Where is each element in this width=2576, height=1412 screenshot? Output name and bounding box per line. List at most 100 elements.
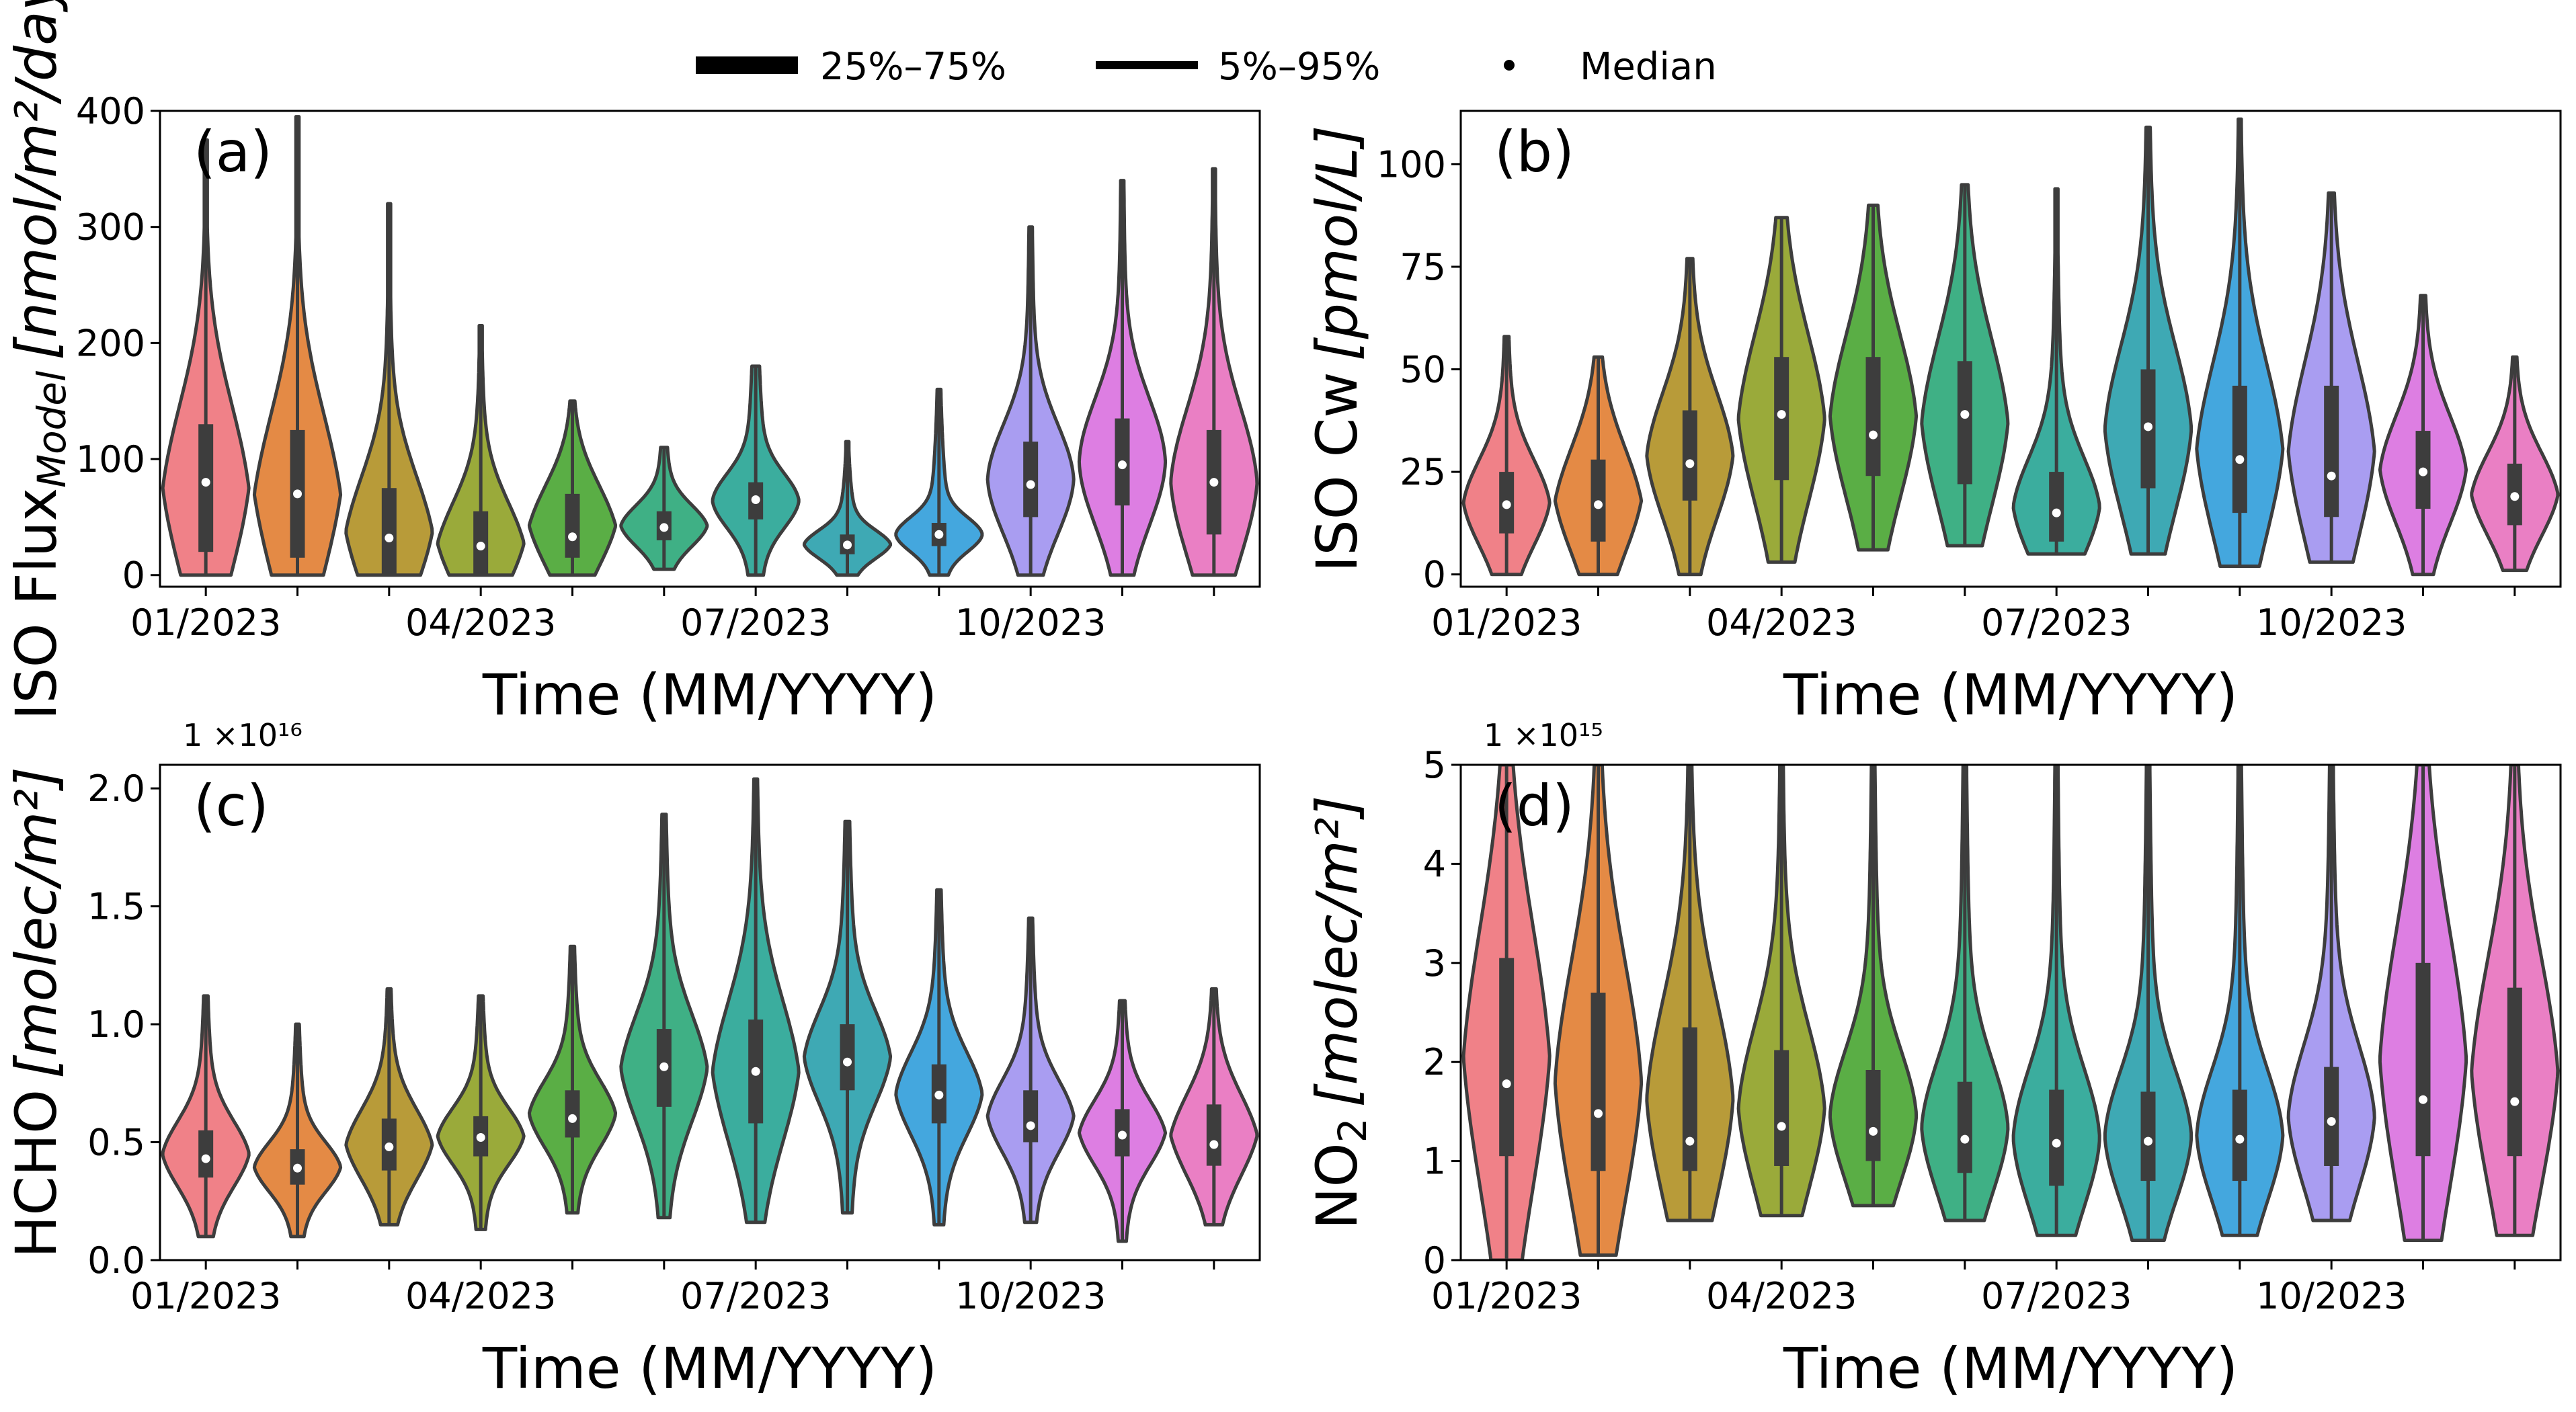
median-dot <box>1777 410 1786 419</box>
y-tick-label: 0 <box>1423 1239 1446 1282</box>
iqr-box <box>1023 442 1039 517</box>
iqr-box <box>1206 1104 1221 1166</box>
violin-group <box>1461 117 2560 577</box>
median-dot <box>476 1133 485 1143</box>
exponent-label: 1 ×10¹⁵ <box>1484 717 1603 753</box>
median-dot <box>2235 455 2245 464</box>
median-dot <box>843 540 852 550</box>
median-dot <box>2052 508 2061 517</box>
violin-group <box>1461 765 2560 1260</box>
median-dot <box>1118 1130 1127 1140</box>
y-title-unit: [molec/m²] <box>1304 796 1370 1108</box>
y-tick-label: 25 <box>1400 451 1446 493</box>
axes-frame <box>159 763 1261 1261</box>
panel-2: 0 25 50 75 100 01/2023 04/2023 07/2023 10/2023 Ti… <box>1304 110 2562 728</box>
y-tick-label: 300 <box>76 206 145 249</box>
y-title-main: NO <box>1304 1143 1370 1229</box>
x-tick-label: 01/2023 <box>1431 601 1582 644</box>
median-dot <box>934 530 944 539</box>
iqr-box <box>2324 385 2339 517</box>
y-tick-label: 0.0 <box>87 1239 145 1282</box>
x-tick-label: 01/2023 <box>130 601 281 644</box>
median-dot <box>2144 1136 2152 1146</box>
violin-group <box>161 115 1259 577</box>
iqr-box <box>198 1130 214 1178</box>
median-dot <box>2235 1134 2245 1144</box>
median-dot <box>1869 1126 1878 1136</box>
x-tick-label: 04/2023 <box>1706 601 1857 644</box>
median-dot <box>568 532 577 542</box>
legend: 25%–75% 5%–95% Median <box>696 45 1717 89</box>
median-dot <box>1209 1140 1219 1149</box>
legend-range-swatch <box>1096 61 1198 69</box>
violin-group <box>161 777 1259 1243</box>
median-dot <box>2144 422 2152 431</box>
iqr-box <box>1591 993 1606 1171</box>
y-tick-label: 400 <box>76 90 145 132</box>
y-title-subscript: 2 <box>1330 1118 1375 1143</box>
iqr-box <box>1865 1069 1881 1161</box>
median-dot <box>659 523 669 532</box>
iqr-box <box>565 1090 580 1138</box>
median-dot <box>568 1114 577 1123</box>
x-tick-label: 10/2023 <box>2256 601 2407 644</box>
y-tick-label: 50 <box>1400 349 1446 391</box>
panel-letter: (c) <box>194 773 269 839</box>
median-dot <box>1594 500 1603 509</box>
x-tick-label: 07/2023 <box>680 601 831 644</box>
y-tick-label: 100 <box>1377 143 1446 185</box>
iqr-box <box>1499 958 1515 1157</box>
x-tick-label: 07/2023 <box>680 1275 831 1317</box>
median-dot <box>1594 1109 1603 1118</box>
x-axis-title: Time (MM/YYYY) <box>1783 1335 2238 1401</box>
y-title-unit: [pmol/L] <box>1304 126 1370 362</box>
median-dot <box>385 1143 394 1152</box>
panel-3: 0.0 0.5 1.0 1.5 2.0 01/2023 04/2023 07/2023 10/2… <box>3 717 1261 1401</box>
median-dot <box>385 533 394 542</box>
axes-frame <box>159 110 1261 588</box>
y-tick-label: 0 <box>122 554 145 597</box>
y-axis-title: ISO Cw [pmol/L] <box>1304 126 1370 573</box>
x-axis-title: Time (MM/YYYY) <box>482 662 937 728</box>
median-dot <box>2419 1095 2427 1104</box>
iqr-box <box>2415 962 2431 1157</box>
median-dot <box>2327 471 2336 481</box>
x-tick-label: 10/2023 <box>955 601 1106 644</box>
y-tick-label: 5 <box>1423 744 1446 786</box>
median-dot <box>659 1062 669 1071</box>
axes-frame <box>1459 763 2562 1261</box>
y-title-unit: [nmol/m²/day <box>3 0 69 360</box>
median-dot <box>751 495 760 504</box>
panel-letter: (b) <box>1494 119 1574 185</box>
x-axis-title: Time (MM/YYYY) <box>1783 662 2238 728</box>
iqr-box <box>840 1024 855 1091</box>
iqr-box <box>2324 1067 2339 1166</box>
iqr-box <box>1957 361 1972 485</box>
y-title-main: HCHO <box>3 1089 69 1258</box>
iqr-box <box>1774 1050 1789 1166</box>
x-tick-label: 07/2023 <box>1981 601 2132 644</box>
median-dot <box>1869 430 1878 440</box>
exponent-label: 1 ×10¹⁶ <box>183 717 303 753</box>
panel-1: 0 100 200 300 400 01/2023 04/2023 07/2023 10/202… <box>3 0 1261 728</box>
iqr-box <box>2140 1091 2156 1181</box>
panel-4: 0 1 2 3 4 5 01/2023 04/2023 07/2023 10/2023 Time (… <box>1304 717 2562 1401</box>
legend-iqr-swatch <box>696 56 798 74</box>
y-title-unit: [molec/m²] <box>3 767 69 1079</box>
x-tick-label: 10/2023 <box>2256 1275 2407 1317</box>
x-tick-label: 10/2023 <box>955 1275 1106 1317</box>
y-title-main: ISO Flux <box>3 488 69 720</box>
y-tick-label: 1.0 <box>87 1003 145 1046</box>
iqr-box <box>1957 1081 1972 1173</box>
median-dot <box>1118 460 1127 470</box>
y-tick-label: 2 <box>1423 1041 1446 1083</box>
iqr-box <box>2507 987 2522 1157</box>
legend-iqr-label: 25%–75% <box>820 45 1006 89</box>
x-tick-label: 01/2023 <box>1431 1275 1582 1317</box>
panel-letter: (a) <box>194 119 272 185</box>
median-dot <box>2327 1117 2336 1126</box>
iqr-box <box>1682 410 1697 501</box>
y-tick-label: 100 <box>76 438 145 481</box>
